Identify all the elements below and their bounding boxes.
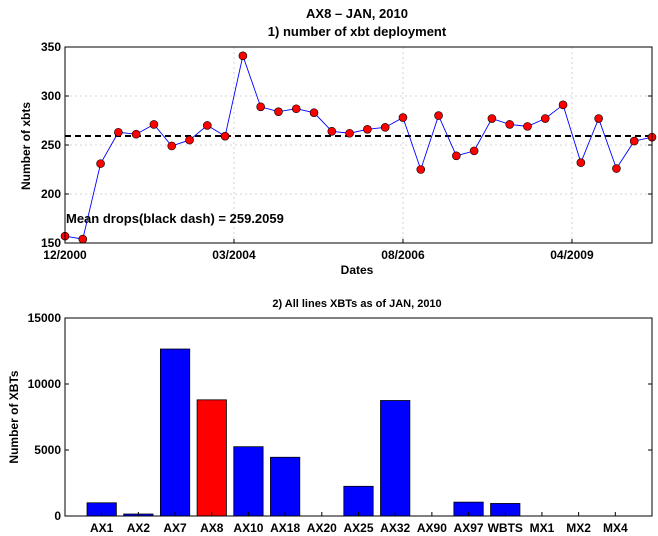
category-label: AX20 (307, 521, 337, 535)
data-point (220, 131, 230, 141)
bar-ax25 (343, 485, 374, 517)
bar-layer (86, 348, 521, 517)
bar-ax7 (159, 348, 191, 517)
category-label: AX25 (343, 521, 373, 535)
category-label: MX4 (603, 521, 628, 535)
data-point (256, 102, 265, 112)
data-point (96, 159, 105, 168)
line-chart: 1) number of xbt deployment 150 200 250 300… (19, 24, 657, 277)
category-label: MX1 (530, 521, 555, 535)
line-chart-ylabel: Number of xbts (19, 102, 33, 190)
y-tick-label: 10000 (28, 377, 62, 391)
category-label: AX97 (454, 521, 484, 535)
data-point (469, 146, 479, 156)
category-label: AX18 (270, 521, 300, 535)
data-point (523, 122, 532, 131)
y-tick-label: 5000 (34, 443, 61, 457)
data-point (398, 113, 408, 122)
line-chart-xlabel: Dates (341, 263, 374, 277)
category-label: AX1 (90, 521, 114, 535)
line-chart-y-ticks: 150 200 250 300 350 (41, 40, 652, 250)
category-label: AX90 (417, 521, 447, 535)
x-tick-label: 04/2009 (550, 248, 594, 262)
data-point (540, 114, 550, 123)
data-point (327, 126, 337, 136)
data-point (416, 165, 426, 174)
data-point (612, 164, 621, 173)
line-chart-title: 1) number of xbt deployment (268, 24, 447, 39)
y-tick-label: 250 (41, 138, 61, 152)
data-point (452, 151, 461, 161)
data-point (505, 120, 514, 129)
data-point (380, 123, 390, 132)
data-point (291, 104, 301, 114)
data-point (274, 107, 283, 116)
x-tick-label: 12/2000 (43, 248, 87, 262)
x-tick-label: 08/2006 (381, 248, 425, 262)
data-point (434, 111, 443, 120)
category-label: AX10 (233, 521, 263, 535)
series-line (64, 54, 653, 240)
bar-chart-x-ticks: AX1 AX2 AX7 AX8 AX10 AX18 AX20 AX25 AX32 AX90 AX97… (90, 512, 628, 535)
data-point (487, 114, 497, 123)
data-point (558, 100, 568, 110)
y-tick-label: 0 (54, 509, 61, 523)
category-label: AX7 (163, 521, 187, 535)
bar-chart-y-ticks: 0 5000 10000 15000 (28, 311, 652, 523)
y-tick-label: 350 (41, 40, 61, 54)
data-point (185, 135, 194, 145)
data-point (629, 136, 639, 146)
bar-ax8 (196, 399, 227, 517)
category-label: AX8 (200, 521, 224, 535)
mean-annotation: Mean drops(black dash) = 259.2059 (66, 211, 284, 226)
data-point (131, 129, 141, 139)
y-tick-label: 15000 (28, 311, 62, 325)
bar-chart-title: 2) All lines XBTs as of JAN, 2010 (272, 298, 441, 310)
data-point (594, 114, 603, 123)
data-point (167, 141, 177, 151)
data-point (114, 127, 123, 137)
line-series-layer (60, 51, 657, 244)
category-label: AX2 (127, 521, 151, 535)
data-point (345, 128, 354, 138)
bar-ax10 (233, 446, 264, 517)
y-tick-label: 300 (41, 89, 61, 103)
data-point (363, 125, 372, 134)
category-label: WBTS (488, 521, 523, 535)
data-point (309, 108, 319, 117)
y-tick-label: 150 (41, 236, 61, 250)
category-label: AX32 (380, 521, 410, 535)
x-tick-label: 03/2004 (212, 248, 256, 262)
data-point (149, 120, 159, 129)
data-point (203, 121, 212, 130)
figure-suptitle: AX8 – JAN, 2010 (306, 6, 408, 21)
data-point (576, 158, 586, 167)
bar-chart: 2) All lines XBTs as of JAN, 2010 0 5000 1… (7, 298, 653, 535)
y-tick-label: 200 (41, 187, 61, 201)
category-label: MX2 (566, 521, 591, 535)
line-chart-x-ticks: 12/2000 03/2004 08/2006 04/2009 (43, 239, 594, 262)
data-point (238, 51, 248, 61)
bar-chart-ylabel: Number of XBTs (7, 370, 21, 463)
bar-ax32 (380, 400, 411, 517)
bar-ax18 (270, 456, 301, 517)
data-point (78, 234, 88, 244)
